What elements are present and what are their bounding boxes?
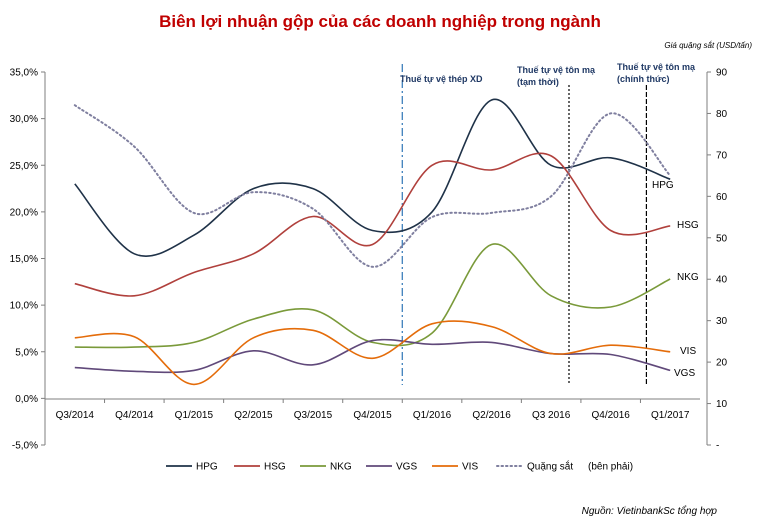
source-note: Nguồn: VietinbankSc tổng hợp: [582, 505, 718, 517]
left-tick-label: -5,0%: [12, 441, 38, 452]
axes: -5,0% 0,0% 5,0% 10,0% 15,0% 20,0% 25,0% 30,0% 35…: [10, 68, 728, 452]
series-line-quặng-sắt: [73, 104, 672, 268]
right-axis-note: Giá quặng sắt (USD/tấn): [664, 41, 752, 50]
x-tick-label: Q1/2016: [413, 410, 452, 421]
right-tick-label: 40: [716, 275, 728, 286]
series-line-nkg: [74, 243, 671, 349]
end-label: HSG: [677, 220, 699, 231]
x-tick-label: Q1/2015: [175, 410, 214, 421]
annotation-label: (tạm thời): [517, 77, 559, 87]
left-tick-label: 35,0%: [10, 68, 38, 79]
legend-label: VIS: [462, 462, 478, 473]
x-tick-label: Q2/2015: [234, 410, 273, 421]
x-tick-label: Q3/2015: [294, 410, 333, 421]
end-label: HPG: [652, 180, 674, 191]
legend-label: HSG: [264, 462, 286, 473]
right-tick-label: 60: [716, 192, 728, 203]
series-layer: [73, 98, 672, 386]
right-tick-label: -: [716, 441, 719, 452]
end-label: VGS: [674, 368, 695, 379]
annotation-label: (chính thức): [617, 74, 670, 84]
end-label: VIS: [680, 346, 696, 357]
right-tick-label: 10: [716, 399, 728, 410]
right-tick-label: 70: [716, 150, 728, 161]
series-line-vis: [74, 320, 671, 386]
left-tick-label: 25,0%: [10, 161, 38, 172]
right-tick-label: 30: [716, 316, 728, 327]
right-tick-label: 80: [716, 109, 728, 120]
x-tick-label: Q4/2016: [591, 410, 630, 421]
annotation-label: Thuế tự vệ tôn mạ: [517, 65, 596, 75]
x-tick-label: Q3/2014: [56, 410, 95, 421]
series-line-hsg: [74, 152, 671, 297]
left-tick-label: 5,0%: [15, 347, 38, 358]
right-tick-label: 20: [716, 358, 728, 369]
series-line-vgs: [74, 338, 671, 374]
annotations: Thuế tự vệ thép XD Thuế tự vệ tôn mạ (tạm …: [400, 62, 696, 385]
legend-label: NKG: [330, 462, 352, 473]
legend-suffix: (bên phải): [588, 462, 633, 473]
legend-label: VGS: [396, 462, 417, 473]
end-label: NKG: [677, 272, 699, 283]
x-tick-label: Q4/2014: [115, 410, 154, 421]
legend: HPG HSG NKG VGS VIS Quặng sắt (bên phải): [166, 460, 633, 473]
legend-label: HPG: [196, 462, 218, 473]
end-labels: HPG HSG NKG VIS VGS: [652, 180, 699, 379]
x-tick-label: Q3 2016: [532, 410, 571, 421]
left-tick-label: 0,0%: [15, 394, 38, 405]
annotation-label: Thuế tự vệ tôn mạ: [617, 62, 696, 72]
legend-label: Quặng sắt: [527, 460, 573, 473]
left-tick-label: 15,0%: [10, 254, 38, 265]
series-line-hpg: [74, 98, 671, 257]
chart-title: Biên lợi nhuận gộp của các doanh nghiệp …: [159, 12, 601, 31]
left-tick-label: 10,0%: [10, 301, 38, 312]
right-tick-label: 90: [716, 68, 728, 79]
annotation-label: Thuế tự vệ thép XD: [400, 74, 483, 84]
left-tick-label: 20,0%: [10, 207, 38, 218]
x-tick-label: Q4/2015: [353, 410, 392, 421]
right-tick-label: 50: [716, 233, 728, 244]
left-tick-label: 30,0%: [10, 114, 38, 125]
x-tick-label: Q2/2016: [472, 410, 511, 421]
x-tick-label: Q1/2017: [651, 410, 690, 421]
